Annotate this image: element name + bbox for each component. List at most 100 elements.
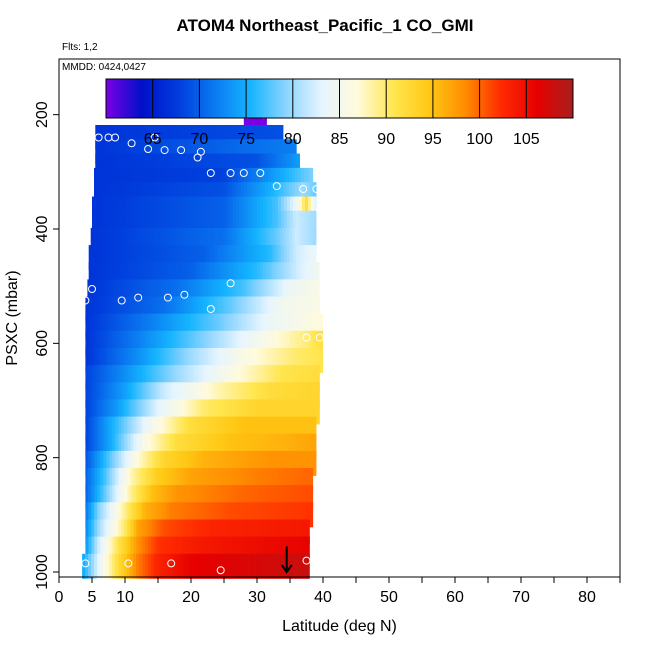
heatmap-cell xyxy=(310,468,314,493)
heatmap-cell xyxy=(256,313,260,339)
heatmap-cell xyxy=(118,519,122,545)
heatmap-cell xyxy=(196,502,200,528)
heatmap-cell xyxy=(194,153,198,179)
heatmap-cell xyxy=(167,153,171,179)
heatmap-cell xyxy=(237,227,242,253)
heatmap-cell xyxy=(271,348,275,373)
heatmap-cell xyxy=(304,399,308,425)
heatmap-cell xyxy=(103,382,107,408)
heatmap-cell xyxy=(281,210,285,236)
heatmap-cell xyxy=(181,313,185,339)
heatmap-cell xyxy=(196,365,200,391)
heatmap-cells xyxy=(82,102,323,579)
heatmap-cell xyxy=(235,416,239,442)
heatmap-cell xyxy=(112,399,116,425)
heatmap-cell xyxy=(173,210,177,236)
heatmap-cell xyxy=(283,330,287,356)
heatmap-cell xyxy=(268,262,273,288)
heatmap-cell xyxy=(301,399,305,425)
heatmap-cell xyxy=(109,330,113,356)
heatmap-cell xyxy=(272,196,276,222)
heatmap-cell xyxy=(241,485,245,511)
heatmap-cell xyxy=(130,519,134,545)
heatmap-cell xyxy=(109,262,114,288)
heatmap-cell xyxy=(102,227,107,253)
heatmap-cell xyxy=(316,262,320,288)
heatmap-cell xyxy=(208,245,213,271)
heatmap-cell xyxy=(305,196,309,222)
observation-point xyxy=(196,147,205,156)
heatmap-cell xyxy=(112,485,116,511)
heatmap-cell xyxy=(292,536,296,562)
heatmap-cell xyxy=(157,296,161,322)
heatmap-cell xyxy=(112,262,117,288)
heatmap-cell xyxy=(222,227,227,253)
heatmap-cell xyxy=(136,519,140,545)
heatmap-cell xyxy=(266,153,270,179)
heatmap-cell xyxy=(178,382,182,408)
heatmap-cell xyxy=(175,330,179,356)
heatmap-cell xyxy=(87,279,91,305)
heatmap-cell xyxy=(299,196,303,222)
heatmap-cell xyxy=(298,519,302,545)
heatmap-cell xyxy=(239,210,243,236)
heatmap-cell xyxy=(241,296,245,322)
heatmap-cell xyxy=(295,245,300,271)
heatmap-cell xyxy=(177,227,182,253)
heatmap-cell xyxy=(298,245,303,271)
heatmap-cell xyxy=(200,153,204,179)
heatmap-cell xyxy=(307,433,311,459)
heatmap-cell xyxy=(205,167,209,193)
heatmap-cell xyxy=(230,125,234,150)
heatmap-cell xyxy=(304,450,308,476)
heatmap-cell xyxy=(217,468,221,493)
heatmap-cell xyxy=(235,502,239,528)
heatmap-cell xyxy=(205,485,209,511)
heatmap-cell xyxy=(172,313,176,339)
heatmap-cell xyxy=(151,382,155,408)
heatmap-cell xyxy=(287,139,291,165)
heatmap-cell xyxy=(225,279,229,305)
heatmap-cell xyxy=(85,536,89,562)
heatmap-cell xyxy=(289,485,293,511)
heatmap-cell xyxy=(262,348,266,373)
heatmap-cell xyxy=(253,262,258,288)
heatmap-cell xyxy=(148,330,152,356)
heatmap-cell xyxy=(118,553,122,579)
heatmap-cell xyxy=(289,433,293,459)
heatmap-cell xyxy=(245,196,249,222)
heatmap-cell xyxy=(137,153,141,179)
heatmap-cell xyxy=(214,519,218,545)
heatmap-cell xyxy=(137,139,141,165)
heatmap-cell xyxy=(97,519,101,545)
heatmap-cell xyxy=(255,227,260,253)
heatmap-cell xyxy=(256,468,260,493)
heatmap-cell xyxy=(220,399,224,425)
heatmap-cell xyxy=(184,382,188,408)
heatmap-cell xyxy=(190,182,194,208)
heatmap-cell xyxy=(106,182,110,208)
heatmap-cell xyxy=(226,182,230,208)
heatmap-cell xyxy=(97,182,101,208)
heatmap-cell xyxy=(208,382,212,408)
heatmap-cell xyxy=(154,330,158,356)
heatmap-cell xyxy=(104,125,108,150)
heatmap-cell xyxy=(214,536,218,562)
heatmap-cell xyxy=(211,348,215,373)
observation-point xyxy=(226,169,235,177)
heatmap-cell xyxy=(313,330,317,356)
heatmap-cell xyxy=(214,416,218,442)
heatmap-cell xyxy=(267,227,272,253)
heatmap-cell xyxy=(181,382,185,408)
heatmap-cell xyxy=(238,399,242,425)
heatmap-cell xyxy=(121,167,125,193)
heatmap-cell xyxy=(297,227,302,253)
heatmap-cell xyxy=(271,382,275,408)
heatmap-cell xyxy=(242,210,246,236)
heatmap-cell xyxy=(176,196,180,222)
heatmap-cell xyxy=(274,296,278,322)
heatmap-cell xyxy=(262,245,267,271)
heatmap-cell xyxy=(299,153,300,179)
heatmap-cell xyxy=(276,279,280,305)
heatmap-cell xyxy=(109,182,113,208)
